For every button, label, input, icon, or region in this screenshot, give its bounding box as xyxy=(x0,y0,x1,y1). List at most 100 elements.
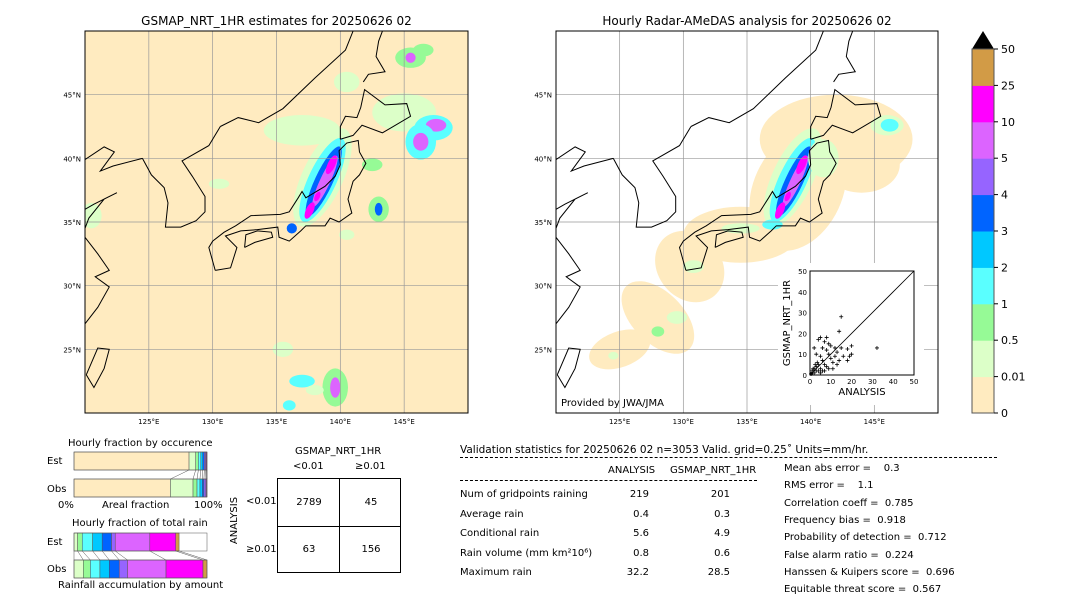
fraction-segment xyxy=(108,559,120,579)
colorbar-segment xyxy=(972,194,994,232)
rain-cell xyxy=(608,351,619,360)
colorbar-segment xyxy=(972,376,994,414)
scatter-point xyxy=(820,345,825,350)
stats-row-label: Conditional rain xyxy=(460,528,540,539)
radar-coverage xyxy=(823,136,900,193)
scatter-point xyxy=(824,364,829,369)
coastline-taiwan xyxy=(85,347,110,389)
scatter-point xyxy=(814,352,819,357)
connector-line xyxy=(196,469,199,480)
scatter-point xyxy=(839,345,844,350)
stats-row-analysis: 0.4 xyxy=(633,508,649,520)
scatter-x-tick: 20 xyxy=(847,378,856,386)
fraction-segment xyxy=(101,532,112,552)
fraction-segment xyxy=(114,532,151,552)
total-rain-title: Hourly fraction of total rain xyxy=(72,518,208,529)
scatter-point xyxy=(874,345,879,350)
y-tick-label: 45°N xyxy=(63,92,81,100)
fraction-segment xyxy=(73,478,171,498)
x-tick-label: 130°E xyxy=(202,418,223,426)
x-tick-label: 135°E xyxy=(266,418,287,426)
scatter-x-tick: 0 xyxy=(808,378,812,386)
stats-row-gsmap: 4.9 xyxy=(714,528,730,539)
bar-frame-est xyxy=(73,532,208,552)
occ-xlabel: Areal fraction xyxy=(102,500,170,511)
scatter-point xyxy=(815,360,820,365)
map-layer xyxy=(85,31,468,413)
coastline-china xyxy=(85,146,143,173)
rain-cell xyxy=(282,400,296,411)
radar-coverage xyxy=(621,281,695,354)
coastline-russia xyxy=(220,31,354,127)
colorbar-segment xyxy=(972,85,994,123)
fraction-segment xyxy=(83,559,91,579)
coastline-china2 xyxy=(85,192,118,229)
rain-cell xyxy=(304,202,315,219)
scatter-point xyxy=(826,366,831,371)
colorbar-segment xyxy=(972,340,994,378)
connector-line xyxy=(175,550,204,561)
rain-cell xyxy=(330,377,341,398)
rain-xlabel: Rainfall accumulation by amount xyxy=(58,580,224,591)
scatter-x-tick: 40 xyxy=(889,378,898,386)
rain-cell xyxy=(339,229,355,240)
fraction-segment xyxy=(99,559,110,579)
rain-est-label: Est xyxy=(47,537,63,548)
x-tick-label: 125°E xyxy=(138,418,159,426)
rain-cell xyxy=(774,202,786,219)
colorbar-tick-label: 0 xyxy=(1001,407,1008,420)
rain-cell xyxy=(784,191,791,202)
coastline-shikoku xyxy=(244,230,274,248)
map1-title: GSMAP_NRT_1HR estimates for 20250626 02 xyxy=(141,14,412,28)
stats-row-gsmap: 28.5 xyxy=(707,567,730,578)
cell-fp: 45 xyxy=(364,497,378,508)
scatter-point xyxy=(845,358,850,363)
colorbar-tick-label: 5 xyxy=(1001,152,1008,165)
scatter-point xyxy=(812,345,817,350)
rain-cell xyxy=(374,202,383,216)
stats-row-label: Num of gridpoints raining xyxy=(460,489,588,500)
stats-row-analysis: 219 xyxy=(629,489,649,500)
scatter-point xyxy=(822,362,827,367)
colorbar-tick-label: 4 xyxy=(1001,189,1008,202)
stats-row-label: Average rain xyxy=(460,508,524,520)
stats-row-analysis: 0.8 xyxy=(633,547,649,559)
scatter-y-tick: 10 xyxy=(798,351,807,359)
fraction-segment xyxy=(196,478,201,498)
colorbar-extend-arrow xyxy=(972,31,994,49)
fraction-segment xyxy=(127,559,167,579)
colorbar-tick-label: 50 xyxy=(1001,43,1015,56)
fraction-segment xyxy=(90,559,101,579)
connector-line xyxy=(192,469,196,480)
connector-line xyxy=(149,550,167,561)
score-line: Equitable threat score = 0.567 xyxy=(784,584,942,596)
connector-line xyxy=(199,469,201,480)
colorbar-segment xyxy=(972,49,994,86)
bar-frame-obs xyxy=(73,559,208,579)
score-line: False alarm ratio = 0.224 xyxy=(784,549,914,561)
scatter-point xyxy=(832,354,837,359)
scatter-point xyxy=(820,358,825,363)
scatter-point xyxy=(830,360,835,365)
stats-row-gsmap: 0.3 xyxy=(714,508,730,520)
fraction-segment xyxy=(175,532,180,552)
occ-est-label: Est xyxy=(47,456,63,467)
connector-line xyxy=(77,550,84,561)
one-to-one-line xyxy=(809,270,915,376)
rain-cell xyxy=(325,155,337,175)
y-tick-label: 35°N xyxy=(63,219,81,227)
scatter-point xyxy=(809,371,814,376)
x-tick-label: 145°E xyxy=(394,418,415,426)
rain-cell xyxy=(880,118,899,132)
coastline-sakhalin xyxy=(833,31,857,83)
y-tick-label: 25°N xyxy=(63,346,81,354)
colorbar-tick-label: 0.5 xyxy=(1001,334,1019,347)
coastline-russia xyxy=(690,31,824,127)
coastline-japan xyxy=(208,139,367,271)
colorbar-tick-label: 0.01 xyxy=(1001,371,1026,384)
scatter-y-tick: 20 xyxy=(798,330,807,338)
scatter-point xyxy=(812,370,817,375)
fraction-segment xyxy=(92,532,103,552)
x-tick-label: 145°E xyxy=(864,418,885,426)
scatter-point xyxy=(835,350,840,355)
